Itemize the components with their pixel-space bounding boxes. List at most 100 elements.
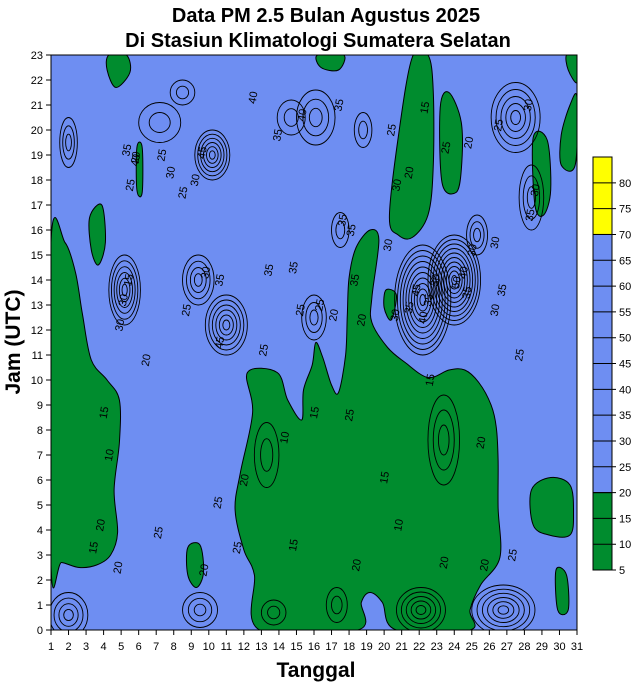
contour-label: 15 — [424, 373, 438, 387]
contour-loop-5-2 — [325, 587, 348, 623]
contour-label: 30 — [522, 98, 536, 112]
contour-loop-6-7 — [402, 261, 443, 339]
colorbar-label: 15 — [619, 513, 631, 525]
y-tick-label: 13 — [31, 300, 43, 312]
contour-label: 25 — [212, 496, 226, 510]
colorbar-band-2 — [592, 156, 613, 235]
x-tick-label: 7 — [153, 641, 159, 653]
y-tick-label: 5 — [37, 500, 43, 512]
chart-title-line2: Di Stasiun Klimatologi Sumatera Selatan — [125, 30, 511, 52]
colorbar-label: 30 — [619, 436, 631, 448]
green-region-3 — [105, 55, 132, 88]
x-tick-label: 5 — [118, 641, 124, 653]
y-tick-label: 14 — [31, 275, 43, 287]
contour-loop-11-2 — [189, 267, 207, 293]
contour-label: 25 — [231, 541, 245, 555]
contour-loop-16-2 — [62, 125, 75, 160]
y-tick-label: 15 — [31, 250, 43, 262]
contour-label: 15 — [98, 406, 112, 420]
contour-loop-13-3 — [296, 89, 336, 146]
green-region-10 — [565, 55, 577, 84]
contour-loop-9-4 — [211, 304, 241, 346]
contour-label: 35 — [213, 273, 227, 287]
contour-loop-7-6 — [438, 252, 471, 308]
contour-label: 20 — [475, 436, 489, 450]
contour-loop-15-2 — [169, 79, 196, 106]
contour-label: 45 — [196, 146, 210, 160]
colorbar-label: 60 — [619, 281, 631, 293]
contour-loop-7-10 — [427, 234, 482, 326]
contour-loop-10-3 — [203, 142, 222, 168]
y-tick-label: 23 — [31, 50, 43, 62]
contour-loop-23-2 — [253, 422, 280, 488]
green-band-layer — [51, 55, 577, 630]
x-tick-label: 14 — [273, 641, 285, 653]
contour-label: 20 — [462, 136, 476, 150]
contour-loop-8-2 — [118, 277, 131, 303]
contour-label: 20 — [112, 561, 126, 575]
contour-loop-10-4 — [200, 137, 225, 173]
contour-label: 30 — [390, 178, 404, 192]
contour-loop-6-8 — [399, 255, 446, 345]
green-region-12 — [554, 566, 570, 616]
contour-label: 35 — [262, 263, 276, 277]
x-tick-label: 19 — [360, 641, 372, 653]
contour-label: 25 — [513, 348, 527, 362]
contour-loop-22-2 — [276, 99, 306, 136]
contour-loop-17-1 — [309, 309, 319, 326]
contour-loop-9-1 — [222, 319, 231, 331]
contour-label: 20 — [129, 151, 143, 165]
contour-loop-3-2 — [187, 597, 213, 623]
y-tick-label: 7 — [37, 450, 43, 462]
green-region-8 — [531, 130, 552, 217]
contour-label: 35 — [120, 143, 134, 157]
contour-label: 25 — [152, 526, 166, 540]
contour-label: 40 — [457, 266, 471, 280]
contour-label: 40 — [129, 153, 143, 167]
contour-loop-20-2 — [522, 175, 541, 220]
y-tick-label: 9 — [37, 400, 43, 412]
contour-loop-7-8 — [432, 243, 476, 317]
green-region-9 — [559, 93, 577, 172]
y-tick-label: 16 — [31, 225, 43, 237]
contour-loop-11-3 — [186, 260, 211, 300]
contour-label: 30 — [529, 183, 543, 197]
contour-loop-24-1 — [358, 120, 368, 140]
y-tick-label: 21 — [31, 100, 43, 112]
contour-label: 35 — [345, 223, 359, 237]
x-tick-label: 3 — [83, 641, 89, 653]
contour-loop-7-5 — [440, 257, 468, 303]
y-tick-label: 0 — [37, 625, 43, 637]
contour-loop-6-6 — [405, 266, 440, 334]
contour-loop-24-2 — [353, 112, 373, 148]
contour-loop-4-1 — [267, 605, 281, 620]
contour-loop-19-3 — [466, 214, 489, 256]
contour-loop-10-5 — [197, 133, 228, 177]
x-tick-label: 24 — [448, 641, 460, 653]
y-tick-label: 2 — [37, 575, 43, 587]
x-tick-label: 11 — [221, 641, 232, 653]
contour-loop-14-3 — [427, 394, 460, 486]
contour-loop-10-1 — [208, 150, 216, 160]
contour-loop-13-1 — [308, 107, 323, 128]
y-tick-label: 12 — [31, 325, 43, 337]
contour-loop-9-2 — [218, 314, 234, 336]
contour-loop-8-3 — [116, 272, 133, 308]
contour-label: 20 — [140, 353, 154, 367]
contour-label: 30 — [429, 273, 443, 287]
colorbar-label: 45 — [619, 359, 631, 371]
contour-label: 10 — [278, 431, 292, 445]
x-tick-label: 18 — [343, 641, 355, 653]
contour-loop-6-2 — [416, 288, 429, 312]
contour-loop-2-5 — [396, 587, 446, 630]
contour-label: 30 — [113, 318, 127, 332]
contour-label: 20 — [238, 473, 252, 487]
contour-label: 30 — [382, 238, 396, 252]
colorbar-band-0 — [592, 492, 613, 571]
contour-label: 25 — [492, 118, 506, 132]
x-tick-label: 26 — [483, 641, 495, 653]
contour-loop-12-3 — [500, 96, 531, 139]
contour-label: 15 — [378, 471, 392, 485]
